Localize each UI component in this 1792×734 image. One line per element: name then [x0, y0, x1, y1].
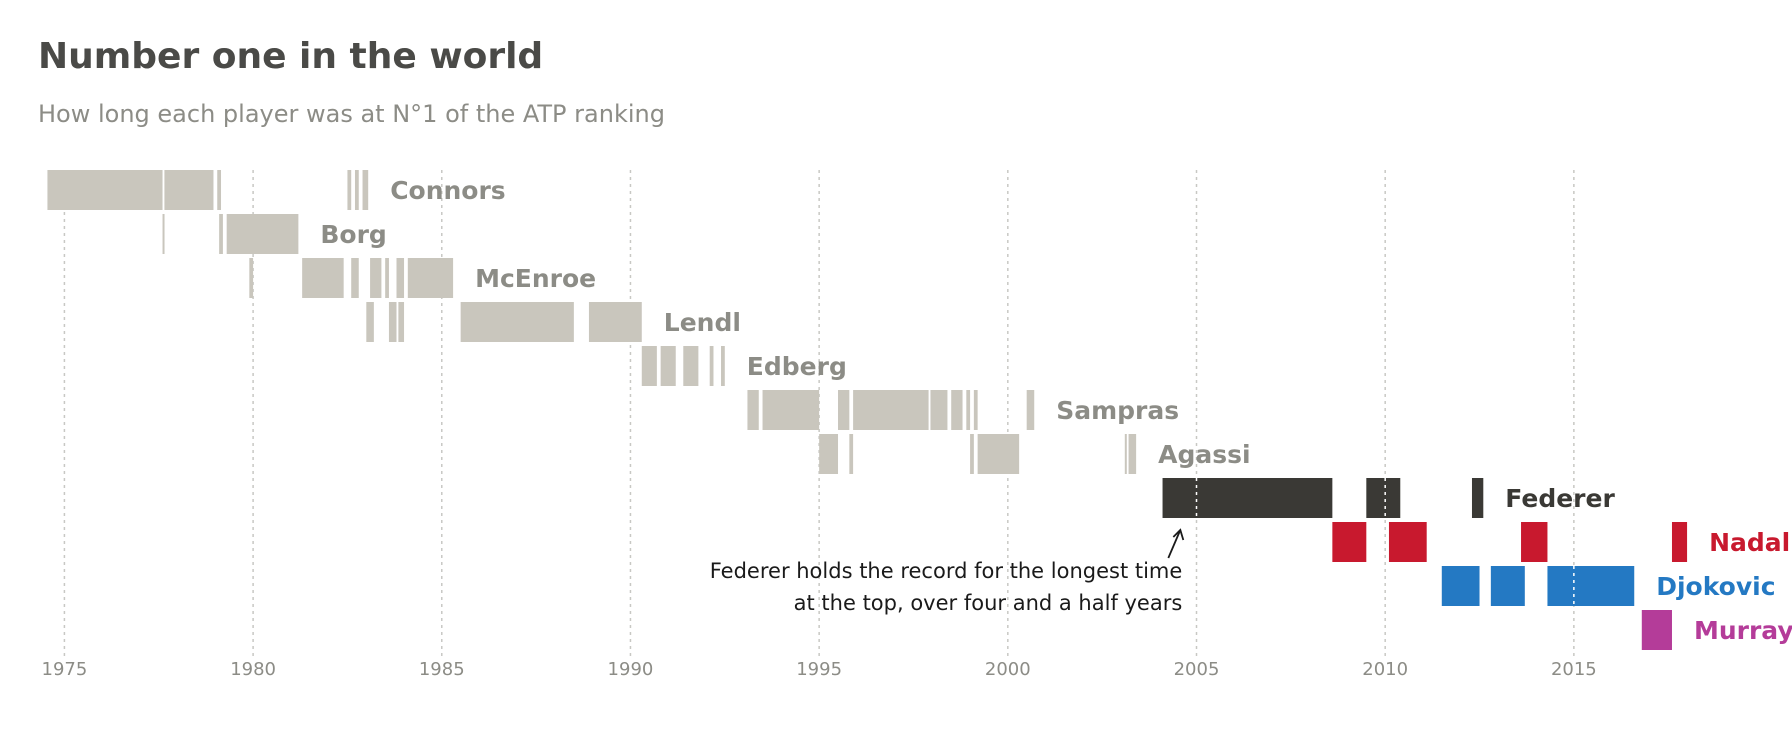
period-bar-edberg: [709, 346, 714, 386]
player-label-edberg: Edberg: [747, 352, 847, 381]
period-bar-borg: [162, 214, 165, 254]
period-bar-sampras: [838, 390, 850, 430]
player-label-djokovic: Djokovic: [1656, 572, 1775, 601]
x-tick-label: 2005: [1174, 659, 1220, 680]
period-bar-lendl: [460, 302, 574, 342]
x-tick-label: 1975: [42, 659, 88, 680]
period-bar-nadal: [1671, 522, 1688, 562]
chart-title: Number one in the world: [38, 36, 544, 77]
x-tick-label: 1985: [419, 659, 465, 680]
period-bar-sampras: [951, 390, 963, 430]
player-label-sampras: Sampras: [1056, 396, 1179, 425]
period-bar-agassi: [970, 434, 974, 474]
period-bar-connors: [217, 170, 222, 210]
period-bar-mcenroe: [385, 258, 389, 298]
period-bar-mcenroe: [370, 258, 382, 298]
period-bar-agassi: [849, 434, 854, 474]
x-axis: 1975 1980 1985 1990 1995 2000 2005 2010 2015: [42, 659, 1597, 680]
period-bar-edberg: [641, 346, 657, 386]
chart-subtitle: How long each player was at N°1 of the A…: [38, 100, 665, 128]
annotation-text: Federer holds the record for the longest…: [710, 559, 1183, 583]
period-bar-borg: [226, 214, 299, 254]
player-label-nadal: Nadal: [1709, 528, 1790, 557]
annotation-arrow: [1167, 529, 1182, 559]
annotation: Federer holds the record for the longest…: [710, 528, 1185, 615]
period-bar-djokovic: [1441, 566, 1480, 606]
period-bar-djokovic: [1490, 566, 1525, 606]
x-tick-label: 2010: [1362, 659, 1408, 680]
period-bar-borg: [288, 214, 295, 254]
period-bar-agassi: [977, 434, 1020, 474]
period-bar-connors: [362, 170, 369, 210]
player-label-lendl: Lendl: [664, 308, 741, 337]
period-bar-connors: [354, 170, 359, 210]
player-label-mcenroe: McEnroe: [475, 264, 596, 293]
period-bar-mcenroe: [351, 258, 359, 298]
period-bar-agassi: [1124, 434, 1127, 474]
period-bar-mcenroe: [396, 258, 405, 298]
period-bar-lendl: [388, 302, 397, 342]
period-bar-edberg: [721, 346, 725, 386]
period-bar-borg: [219, 214, 223, 254]
player-label-borg: Borg: [320, 220, 386, 249]
period-bar-sampras: [747, 390, 759, 430]
x-tick-label: 2015: [1551, 659, 1597, 680]
period-bar-nadal: [1388, 522, 1427, 562]
x-tick-label: 1995: [796, 659, 842, 680]
period-bar-sampras: [973, 390, 978, 430]
period-bar-connors: [347, 170, 352, 210]
period-bar-lendl: [366, 302, 374, 342]
period-bar-agassi: [1128, 434, 1137, 474]
period-bar-sampras: [930, 390, 948, 430]
period-bar-edberg: [660, 346, 676, 386]
period-bar-sampras: [1026, 390, 1035, 430]
period-bar-connors: [164, 170, 214, 210]
period-bar-lendl: [588, 302, 642, 342]
period-bar-nadal: [1332, 522, 1367, 562]
x-tick-label: 2000: [985, 659, 1031, 680]
player-label-connors: Connors: [390, 176, 506, 205]
player-label-agassi: Agassi: [1158, 440, 1250, 469]
period-bar-connors: [47, 170, 163, 210]
period-bar-nadal: [1521, 522, 1548, 562]
period-bar-mcenroe: [302, 258, 344, 298]
player-periods: [47, 170, 1688, 650]
x-tick-label: 1980: [230, 659, 276, 680]
period-bar-sampras: [853, 390, 929, 430]
player-label-federer: Federer: [1505, 484, 1615, 513]
period-bar-federer: [1471, 478, 1484, 518]
annotation-arrowhead: [1172, 528, 1185, 541]
period-bar-mcenroe: [249, 258, 254, 298]
period-bar-sampras: [966, 390, 971, 430]
period-bar-federer: [1366, 478, 1401, 518]
player-label-murray: Murray: [1694, 616, 1792, 645]
x-tick-label: 1990: [608, 659, 654, 680]
period-bar-mcenroe: [407, 258, 454, 298]
period-bar-lendl: [398, 302, 405, 342]
period-bar-edberg: [683, 346, 699, 386]
period-bar-sampras: [762, 390, 820, 430]
period-bar-federer: [1162, 478, 1333, 518]
period-bar-agassi: [819, 434, 839, 474]
annotation-text: at the top, over four and a half years: [794, 591, 1183, 615]
period-bar-djokovic: [1547, 566, 1635, 606]
period-bar-murray: [1641, 610, 1672, 650]
